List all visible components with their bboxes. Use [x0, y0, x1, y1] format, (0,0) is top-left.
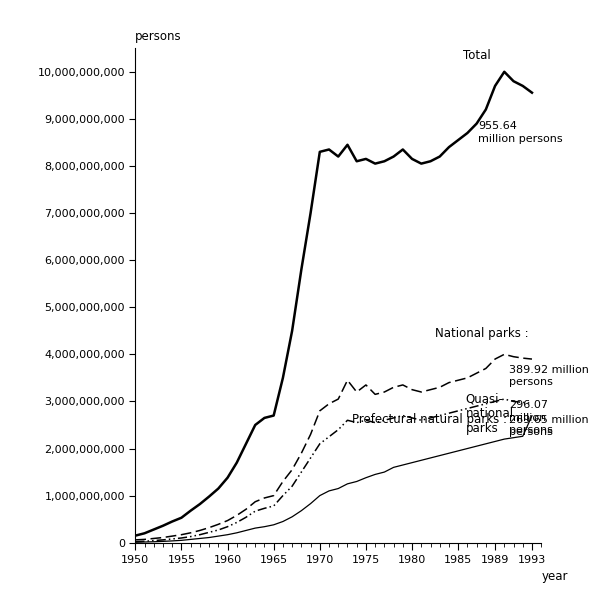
Text: National parks :: National parks : [435, 327, 529, 340]
Text: year: year [541, 570, 568, 583]
Text: 269.65 million
persons: 269.65 million persons [509, 415, 589, 437]
Text: 296.07
million
persons: 296.07 million persons [509, 400, 553, 435]
Text: persons: persons [135, 30, 182, 43]
Text: 389.92 million
persons: 389.92 million persons [509, 365, 589, 387]
Text: 955.64
million persons: 955.64 million persons [478, 121, 563, 144]
Text: Prefectural natural parks :: Prefectural natural parks : [352, 413, 507, 426]
Text: Quasi-
national
parks: Quasi- national parks [466, 392, 514, 435]
Text: Total: Total [462, 49, 491, 62]
